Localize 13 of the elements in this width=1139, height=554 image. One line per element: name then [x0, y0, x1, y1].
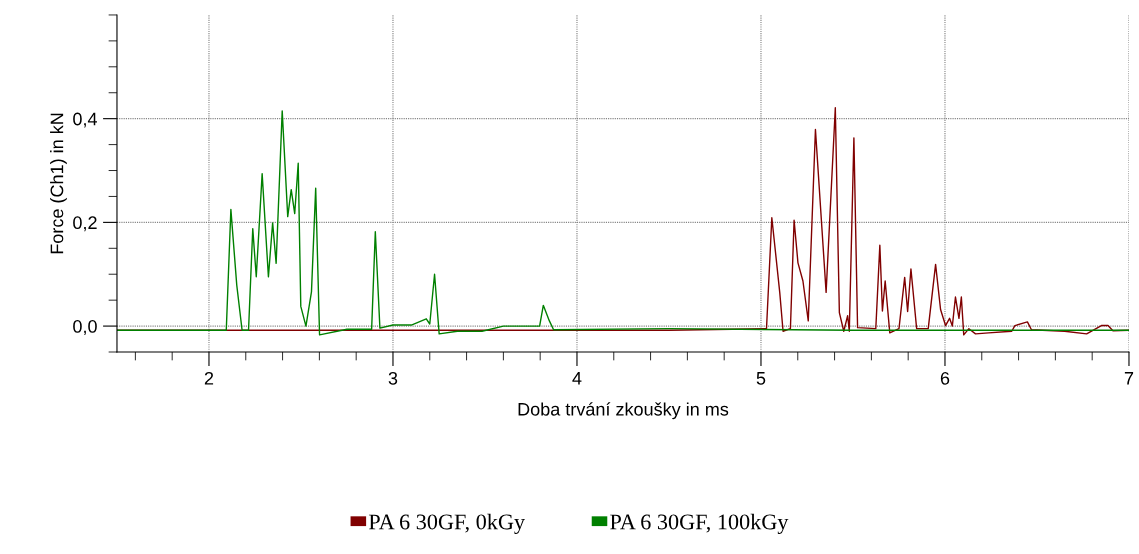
x-tick-label: 2 — [204, 371, 214, 385]
legend-label: PA 6 30GF, 100kGy — [610, 513, 789, 534]
x-tick-label: 4 — [572, 372, 582, 385]
y-tick-label: 0,2 — [73, 216, 97, 232]
x-tick-label: 6 — [940, 371, 950, 385]
x-tick-label: 3 — [388, 371, 398, 385]
legend-label: PA 6 30GF, 0kGy — [368, 513, 525, 534]
y-tick-label: 0,0 — [73, 320, 97, 335]
y-axis-title: Force (Ch1) in kN — [50, 113, 67, 254]
x-tick-label: 5 — [756, 372, 766, 385]
y-tick-label: 0,4 — [73, 112, 97, 128]
x-tick-label: 7 — [1124, 372, 1134, 385]
x-axis-title: Doba trvání zkoušky in ms — [518, 402, 729, 420]
